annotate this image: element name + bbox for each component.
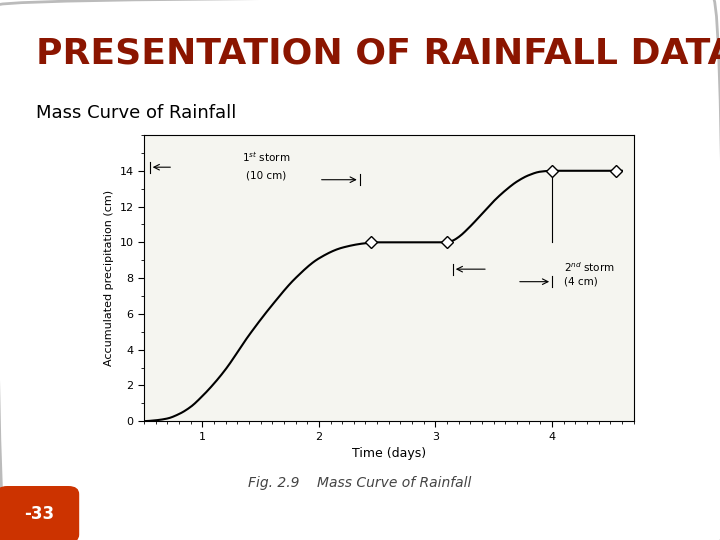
Text: (10 cm): (10 cm)	[246, 171, 287, 181]
Text: (4 cm): (4 cm)	[564, 276, 598, 287]
FancyBboxPatch shape	[0, 486, 79, 540]
Text: 2$^{nd}$ storm: 2$^{nd}$ storm	[564, 260, 615, 274]
Text: -33: -33	[24, 505, 55, 523]
Text: Mass Curve of Rainfall: Mass Curve of Rainfall	[36, 104, 236, 123]
X-axis label: Time (days): Time (days)	[352, 447, 426, 460]
Y-axis label: Accumulated precipitation (cm): Accumulated precipitation (cm)	[104, 190, 114, 366]
Text: Fig. 2.9    Mass Curve of Rainfall: Fig. 2.9 Mass Curve of Rainfall	[248, 476, 472, 490]
Text: PRESENTATION OF RAINFALL DATA: PRESENTATION OF RAINFALL DATA	[36, 37, 720, 71]
Text: 1$^{st}$ storm: 1$^{st}$ storm	[242, 150, 291, 164]
